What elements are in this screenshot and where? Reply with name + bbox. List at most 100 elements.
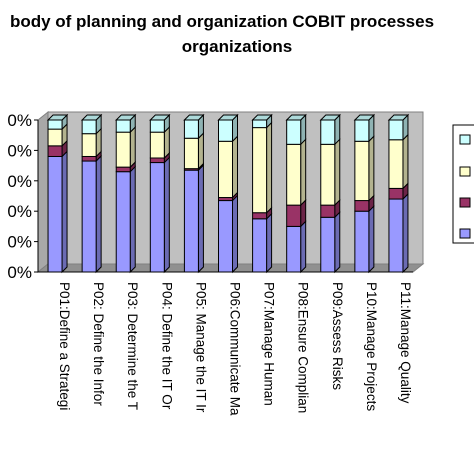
bar-segment (252, 119, 268, 129)
y-tick-label: 0% (7, 233, 32, 252)
bar-segment-side (232, 135, 238, 199)
bar-segment-side (163, 156, 170, 274)
bar-stack (46, 113, 69, 274)
x-category-label: P01:Define a Strategi (57, 282, 72, 410)
bar-segment-side (368, 135, 375, 202)
y-axis-ticks: 0% 0% 0% 0% 0% 0% (7, 111, 38, 282)
bar-stack (80, 113, 103, 274)
bar-top-face (319, 114, 341, 121)
bar-segment (320, 204, 336, 218)
bar-top-face (46, 114, 69, 121)
bar-segment (47, 155, 63, 273)
bar-top-face (353, 114, 376, 121)
legend-swatch (459, 166, 471, 177)
bar-top-face (387, 114, 410, 121)
bar-segment (320, 143, 336, 206)
x-axis-labels: P01:Define a Strategi P02: Define the Inf… (57, 282, 413, 416)
bar-segment (115, 166, 131, 173)
chart-title-line-2: organizations (181, 37, 293, 56)
bar-segment (354, 200, 370, 212)
bar-segment (320, 119, 336, 145)
bar-segment-side (368, 204, 375, 274)
x-category-label: P02: Define the Infor (91, 282, 106, 406)
bar-segment-side (61, 150, 68, 274)
bar-segment-side (334, 211, 341, 274)
bar-segment (81, 160, 97, 273)
bar-stack (319, 113, 341, 274)
y-tick-label: 0% (7, 111, 32, 130)
x-category-label: P11:Manage Quality (398, 282, 413, 404)
bar-segment-side (129, 125, 136, 169)
bar-segment (183, 137, 199, 170)
bar-segment (183, 169, 199, 273)
legend-swatch (459, 134, 471, 145)
bar-segment-side (402, 192, 409, 274)
bar-segment (252, 212, 268, 220)
bar-segment (218, 140, 233, 199)
x-category-label: P04: Define the IT Or (159, 282, 174, 410)
bar-top-face (251, 114, 273, 121)
bar-segment-side (402, 133, 409, 190)
x-category-label: P05: Manage the IT Ir (193, 282, 208, 413)
bar-segment (115, 131, 131, 168)
chart-title-line-1: body of planning and organization COBIT … (9, 12, 435, 31)
x-category-label: P10:Manage Projects (364, 282, 379, 411)
bar-top-face (115, 114, 137, 121)
bar-segment (286, 225, 302, 273)
y-tick-label: 0% (7, 202, 32, 221)
bar-segment-side (300, 138, 307, 207)
x-category-label: P06:Communicate Ma (228, 282, 243, 416)
bar-segment (320, 216, 336, 273)
bar-segment-side (300, 220, 307, 274)
bar-stack (217, 113, 239, 274)
bar-segment (218, 200, 233, 273)
bar-segment (388, 119, 404, 141)
y-tick-label: 0% (7, 141, 32, 160)
legend-box (452, 124, 474, 244)
x-category-label: P08:Ensure Complian (296, 282, 311, 413)
bars (46, 113, 410, 274)
bar-stack (285, 113, 307, 274)
bar-segment-side (95, 154, 102, 274)
x-category-label: P09:Assess Risks (330, 282, 345, 390)
plot-side-wall (37, 110, 49, 274)
bar-segment (388, 198, 404, 273)
y-tick-label: 0% (7, 263, 32, 282)
bar-segment-side (334, 138, 341, 207)
bar-segment (183, 119, 199, 139)
bar-top-face (217, 114, 239, 121)
bar-segment (286, 119, 302, 145)
bar-segment (286, 204, 302, 227)
bar-segment (81, 155, 97, 162)
bar-segment (218, 119, 233, 142)
bar-stack (183, 113, 205, 274)
bar-top-face (149, 114, 171, 121)
bar-segment (252, 127, 268, 214)
legend (452, 124, 474, 244)
bar-segment (149, 131, 165, 159)
bar-segment (286, 143, 302, 206)
bar-segment (81, 133, 97, 157)
bar-segment (149, 157, 165, 164)
bar-segment (149, 162, 165, 273)
bar-stack (353, 113, 376, 274)
y-tick-label: 0% (7, 172, 32, 191)
bar-segment (115, 171, 131, 273)
bar-segment (388, 187, 404, 200)
x-category-label: P07:Manage Human (262, 282, 277, 406)
bar-segment (149, 119, 165, 133)
bar-segment (354, 210, 370, 273)
bar-segment (47, 145, 63, 157)
bar-top-face (80, 114, 103, 121)
bar-segment-side (197, 132, 204, 170)
bar-segment (47, 119, 63, 130)
bar-segment (354, 119, 370, 142)
bar-segment (388, 139, 404, 189)
bar-segment-side (232, 194, 238, 274)
bar-segment-side (129, 165, 136, 274)
legend-swatch (459, 228, 471, 239)
bar-segment (81, 119, 97, 135)
legend-swatch (459, 197, 471, 208)
bar-segment-side (266, 212, 273, 274)
